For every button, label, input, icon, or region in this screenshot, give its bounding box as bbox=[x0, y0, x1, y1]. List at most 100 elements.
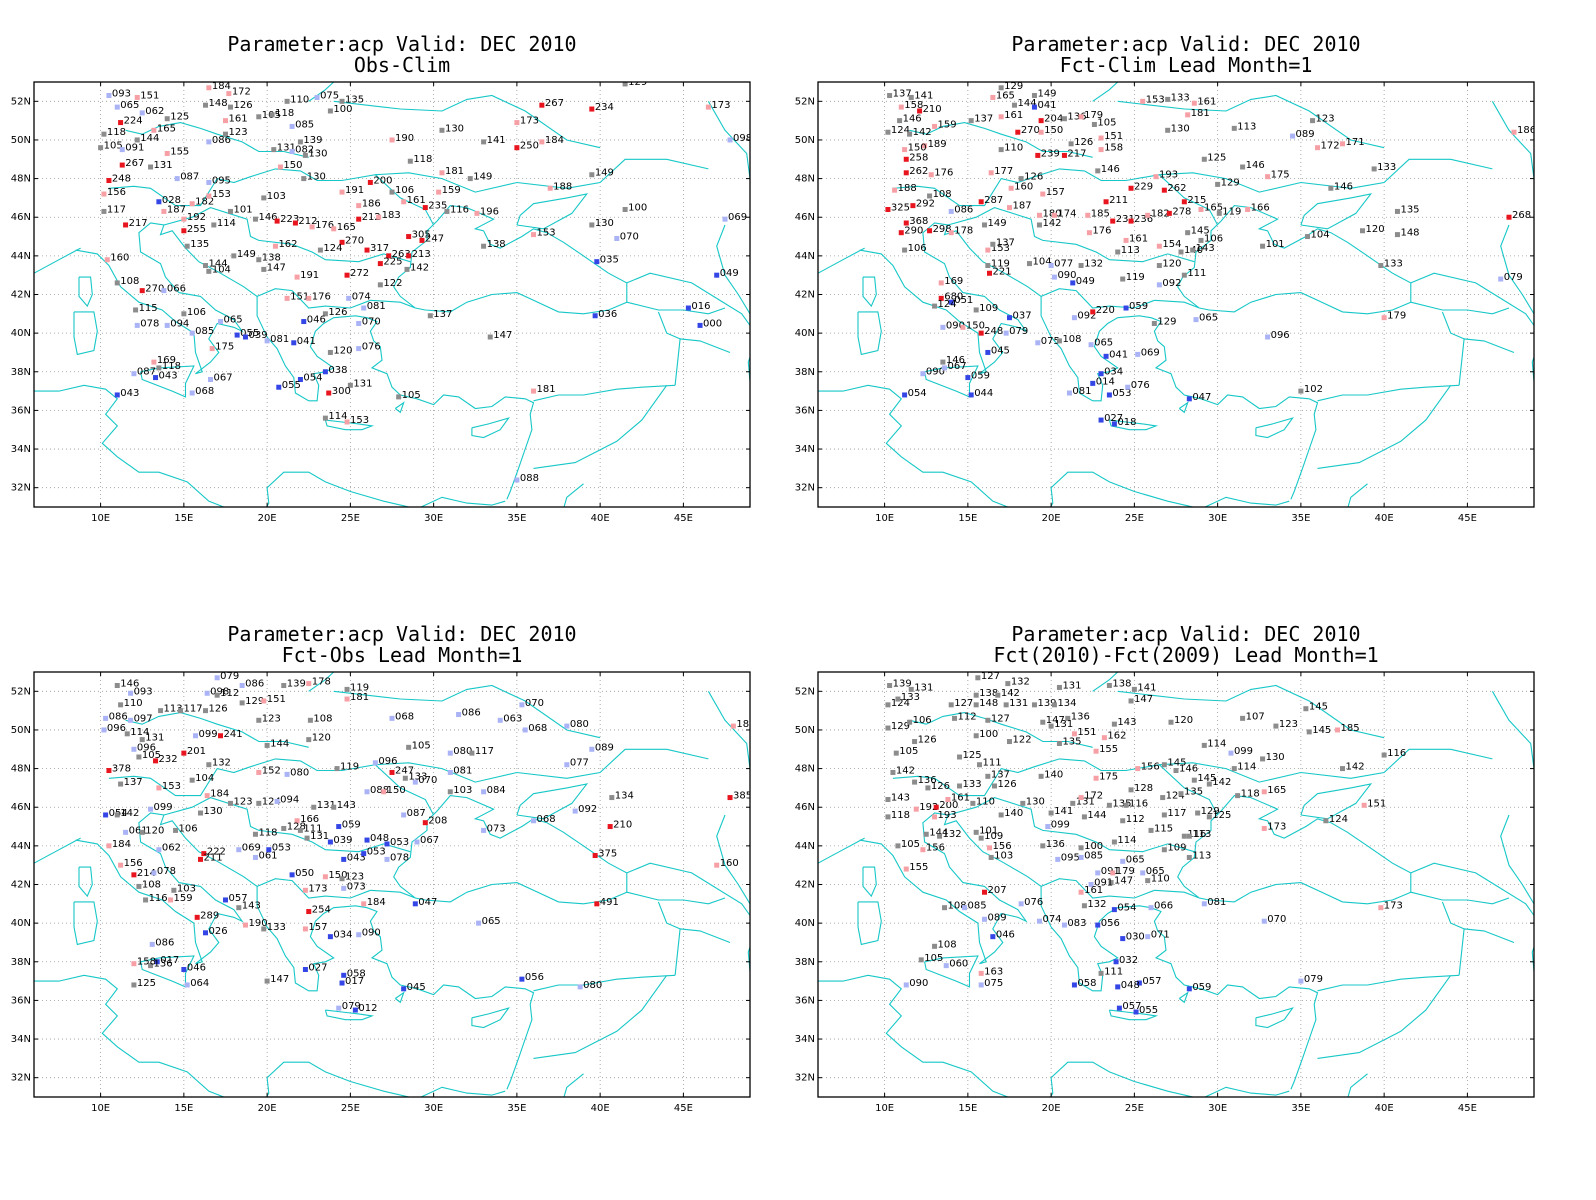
station-marker bbox=[519, 702, 525, 708]
station-value: 076 bbox=[362, 342, 381, 353]
station-marker bbox=[447, 750, 453, 756]
station-marker bbox=[1081, 903, 1087, 909]
station-value: 039 bbox=[248, 330, 267, 341]
station-value: 146 bbox=[1334, 181, 1353, 192]
station-marker bbox=[361, 851, 367, 857]
station-marker bbox=[1093, 748, 1099, 754]
station-value: 144 bbox=[929, 827, 948, 838]
panel-title: Parameter:acp Valid: DEC 2010 Obs-Clim bbox=[34, 34, 770, 76]
station-value: 108 bbox=[938, 939, 957, 950]
station-marker bbox=[114, 280, 120, 286]
station-marker bbox=[181, 311, 187, 317]
station-value: 048 bbox=[370, 833, 389, 844]
lat-tick-label: 36N bbox=[11, 995, 31, 1006]
station-value: 084 bbox=[487, 785, 506, 796]
station-marker bbox=[1036, 222, 1042, 228]
station-marker bbox=[274, 218, 280, 224]
station-value: 077 bbox=[570, 758, 589, 769]
station-marker bbox=[1106, 802, 1112, 808]
station-marker bbox=[910, 203, 916, 209]
station-value: 087 bbox=[180, 172, 199, 183]
station-marker bbox=[990, 241, 996, 247]
station-marker bbox=[284, 98, 290, 104]
station-value: 047 bbox=[1192, 392, 1211, 403]
station-marker bbox=[1018, 901, 1024, 907]
station-marker bbox=[227, 104, 233, 110]
station-marker bbox=[1111, 907, 1117, 913]
lon-tick-label: 15E bbox=[174, 513, 193, 524]
station-marker bbox=[589, 746, 595, 752]
lat-tick-label: 50N bbox=[11, 135, 31, 146]
station-marker bbox=[281, 825, 287, 831]
coastline bbox=[394, 991, 405, 1004]
coastline bbox=[533, 384, 676, 402]
station-value: 185 bbox=[1091, 208, 1110, 219]
station-marker bbox=[722, 216, 728, 222]
station-marker bbox=[339, 189, 345, 195]
station-marker bbox=[1506, 214, 1512, 220]
station-value: 070 bbox=[1267, 914, 1286, 925]
station-marker bbox=[609, 795, 615, 801]
station-value: 131 bbox=[1062, 680, 1081, 691]
coastline bbox=[1258, 526, 1285, 569]
coastline bbox=[333, 684, 601, 739]
station-marker bbox=[987, 270, 993, 276]
station-marker bbox=[261, 266, 267, 272]
station-marker bbox=[123, 829, 129, 835]
station-marker bbox=[106, 843, 112, 849]
station-marker bbox=[307, 717, 313, 723]
station-value: 105 bbox=[412, 740, 431, 751]
station-marker bbox=[923, 831, 929, 837]
station-value: 065 bbox=[1126, 854, 1145, 865]
station-marker bbox=[1181, 199, 1187, 205]
station-value: 111 bbox=[1104, 966, 1123, 977]
lon-tick-label: 30E bbox=[424, 1103, 443, 1114]
station-marker bbox=[1070, 280, 1076, 286]
coastline bbox=[707, 691, 750, 769]
station-marker bbox=[1071, 315, 1077, 321]
station-value: 106 bbox=[1204, 233, 1223, 244]
station-marker bbox=[514, 120, 520, 126]
station-marker bbox=[912, 739, 918, 745]
station-marker bbox=[289, 872, 295, 878]
coastline bbox=[716, 814, 750, 905]
station-value: 075 bbox=[1041, 336, 1060, 347]
station-marker bbox=[1113, 959, 1119, 965]
coastline bbox=[34, 247, 81, 274]
coastline bbox=[1458, 928, 1515, 976]
station-marker bbox=[377, 282, 383, 288]
station-value: 119 bbox=[991, 259, 1010, 270]
station-value: 151 bbox=[140, 90, 159, 101]
station-marker bbox=[306, 295, 312, 301]
station-marker bbox=[356, 932, 362, 938]
station-value: 116 bbox=[1387, 748, 1406, 759]
station-marker bbox=[406, 234, 412, 240]
station-value: 106 bbox=[908, 243, 927, 254]
station-value: 143 bbox=[242, 901, 261, 912]
station-marker bbox=[339, 876, 345, 882]
coastline bbox=[1410, 301, 1510, 315]
lon-tick-label: 35E bbox=[1291, 1103, 1310, 1114]
lon-tick-label: 45E bbox=[674, 1103, 693, 1114]
station-value: 247 bbox=[425, 233, 444, 244]
station-value: 278 bbox=[1172, 206, 1191, 217]
station-marker bbox=[284, 771, 290, 777]
lon-tick-label: 25E bbox=[341, 1103, 360, 1114]
station-value: 156 bbox=[124, 858, 143, 869]
station-marker bbox=[943, 963, 949, 969]
station-value: 134 bbox=[1057, 698, 1076, 709]
station-value: 138 bbox=[487, 239, 506, 250]
coastline bbox=[909, 122, 1093, 158]
station-value: 368 bbox=[909, 216, 928, 227]
coastline bbox=[1178, 401, 1189, 414]
panel-title-line1: Parameter:acp Valid: DEC 2010 bbox=[1011, 622, 1361, 646]
station-marker bbox=[208, 377, 214, 382]
station-value: 165 bbox=[1267, 785, 1286, 796]
station-value: 165 bbox=[996, 90, 1015, 101]
station-marker bbox=[622, 207, 628, 212]
coastline bbox=[674, 928, 731, 976]
station-marker bbox=[297, 377, 303, 382]
station-marker bbox=[266, 847, 272, 853]
station-marker bbox=[1093, 775, 1099, 781]
lat-tick-label: 36N bbox=[795, 995, 815, 1006]
